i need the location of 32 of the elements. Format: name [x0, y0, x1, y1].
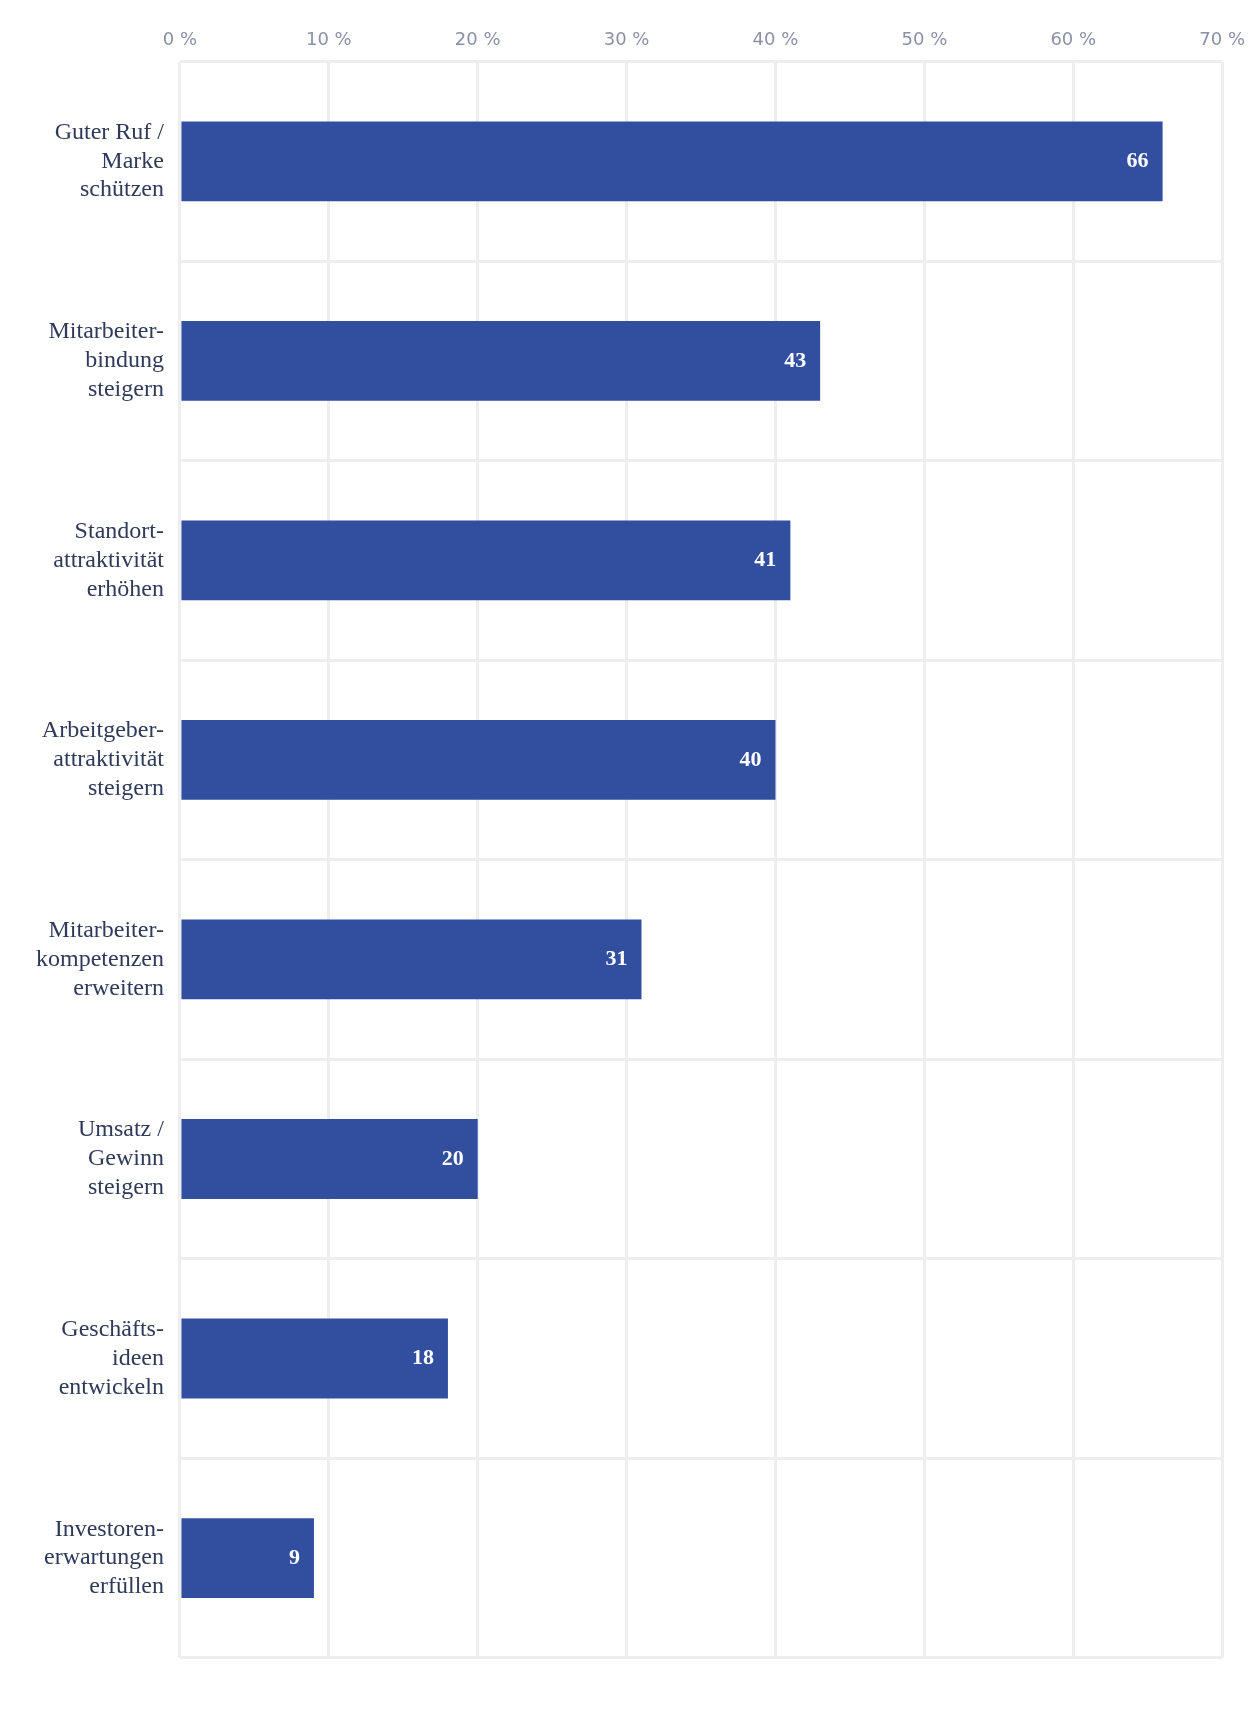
x-tick-label: 20 % — [454, 28, 501, 50]
bar — [181, 1119, 478, 1199]
data-label: 18 — [411, 1344, 434, 1370]
x-tick-label: 30 % — [603, 28, 650, 50]
y-tick-label: Mitarbeiter- kompetenzen erweitern — [35, 915, 164, 1000]
x-tick-label: 60 % — [1050, 28, 1097, 50]
y-tick-label: Standort- attraktivität erhöhen — [53, 516, 165, 601]
bar — [181, 1318, 448, 1399]
x-tick-label: 10 % — [305, 28, 352, 50]
bar — [181, 1518, 314, 1598]
bar — [181, 320, 821, 401]
y-tick-label: Guter Ruf / Marke schützen — [54, 117, 165, 202]
data-label: 20 — [441, 1144, 464, 1170]
x-tick-label: 50 % — [901, 28, 948, 50]
data-label: 41 — [754, 546, 777, 572]
x-tick-label: 0 % — [162, 28, 198, 50]
bar — [181, 520, 791, 601]
data-label: 40 — [739, 745, 762, 771]
y-tick-label: Investoren- erwartungen erfüllen — [43, 1514, 164, 1599]
data-label: 66 — [1126, 147, 1149, 173]
y-tick-label: Umsatz / Gewinn steigern — [77, 1115, 165, 1200]
x-tick-label: 70 % — [1199, 28, 1245, 50]
bar — [181, 720, 776, 800]
y-tick-label: Geschäfts- ideen entwickeln — [58, 1315, 164, 1399]
x-tick-label: 40 % — [752, 28, 799, 50]
bar — [181, 919, 642, 1000]
y-tick-label: Arbeitgeber- attraktivität steigern — [41, 716, 165, 801]
data-label: 9 — [288, 1543, 300, 1569]
data-label: 31 — [605, 945, 628, 971]
data-label: 43 — [784, 346, 807, 372]
y-tick-label: Mitarbeiter- bindung steigern — [48, 317, 164, 401]
bar — [181, 121, 1163, 202]
